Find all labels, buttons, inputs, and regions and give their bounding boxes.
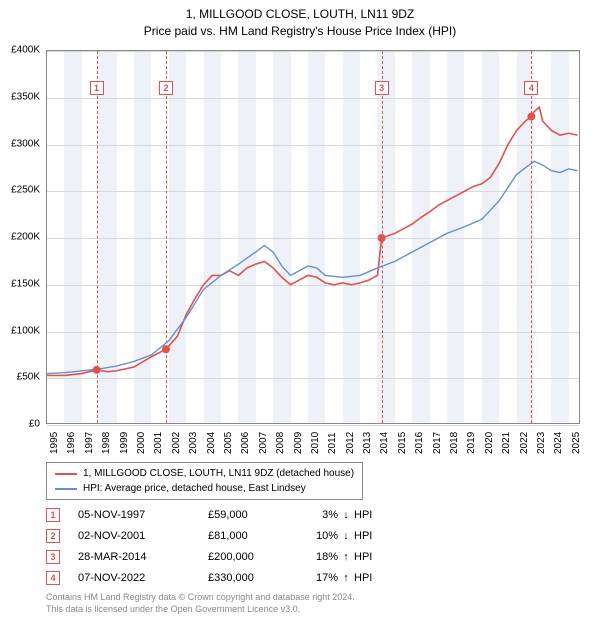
x-tick-label: 2000 bbox=[136, 432, 147, 454]
x-tick-label: 2025 bbox=[571, 432, 582, 454]
chart-plot-area: 1 2 3 4 bbox=[46, 50, 580, 424]
sales-date: 07-NOV-2022 bbox=[78, 572, 208, 584]
x-tick-label: 2011 bbox=[327, 432, 338, 454]
sales-hpi-label: HPI bbox=[354, 509, 384, 521]
y-tick-label: £250K bbox=[11, 185, 40, 196]
x-tick-label: 2014 bbox=[379, 432, 390, 454]
sales-row: 3 28-MAR-2014£200,00018%↑HPI bbox=[46, 546, 384, 567]
sales-hpi-label: HPI bbox=[354, 551, 384, 563]
x-tick-label: 2005 bbox=[223, 432, 234, 454]
sales-date: 05-NOV-1997 bbox=[78, 509, 208, 521]
sales-row: 1 05-NOV-1997£59,0003%↓HPI bbox=[46, 504, 384, 525]
legend-swatch-property bbox=[55, 473, 77, 475]
plot-svg bbox=[47, 51, 579, 423]
chart-container: 1, MILLGOOD CLOSE, LOUTH, LN11 9DZ Price… bbox=[0, 0, 600, 620]
sales-table: 105-NOV-1997£59,0003%↓HPI202-NOV-2001£81… bbox=[46, 504, 384, 588]
x-tick-label: 2013 bbox=[362, 432, 373, 454]
legend-swatch-hpi bbox=[55, 488, 77, 490]
title-block: 1, MILLGOOD CLOSE, LOUTH, LN11 9DZ Price… bbox=[0, 0, 600, 40]
event-marker: 4 bbox=[524, 81, 538, 95]
y-axis-labels: £0£50K£100K£150K£200K£250K£300K£350K£400… bbox=[0, 50, 44, 424]
event-marker: 3 bbox=[375, 81, 389, 95]
sales-id-box: 3 bbox=[46, 550, 60, 564]
event-dot bbox=[162, 345, 170, 353]
legend-row-property: 1, MILLGOOD CLOSE, LOUTH, LN11 9DZ (deta… bbox=[55, 466, 354, 481]
x-tick-label: 2001 bbox=[153, 432, 164, 454]
y-tick-label: £300K bbox=[11, 138, 40, 149]
x-tick-label: 1996 bbox=[66, 432, 77, 454]
x-tick-label: 2002 bbox=[171, 432, 182, 454]
x-tick-label: 2023 bbox=[536, 432, 547, 454]
legend: 1, MILLGOOD CLOSE, LOUTH, LN11 9DZ (deta… bbox=[46, 462, 363, 500]
sales-price: £330,000 bbox=[208, 572, 298, 584]
event-marker: 2 bbox=[159, 81, 173, 95]
event-marker: 1 bbox=[90, 81, 104, 95]
x-tick-label: 1999 bbox=[119, 432, 130, 454]
series-hpi bbox=[47, 161, 578, 373]
x-tick-label: 2016 bbox=[414, 432, 425, 454]
title-address: 1, MILLGOOD CLOSE, LOUTH, LN11 9DZ bbox=[0, 6, 600, 23]
sales-price: £200,000 bbox=[208, 551, 298, 563]
sales-row: 4 07-NOV-2022£330,00017%↑HPI bbox=[46, 567, 384, 588]
gridline bbox=[47, 425, 579, 426]
footer-line1: Contains HM Land Registry data © Crown c… bbox=[46, 592, 355, 604]
legend-row-hpi: HPI: Average price, detached house, East… bbox=[55, 481, 354, 496]
sales-pct: 3% bbox=[298, 509, 338, 521]
x-tick-label: 1998 bbox=[101, 432, 112, 454]
sales-date: 28-MAR-2014 bbox=[78, 551, 208, 563]
event-dot bbox=[93, 366, 101, 374]
footer-line2: This data is licensed under the Open Gov… bbox=[46, 604, 355, 616]
series-property bbox=[47, 107, 578, 375]
event-dot bbox=[527, 112, 535, 120]
y-tick-label: £150K bbox=[11, 278, 40, 289]
x-tick-label: 2024 bbox=[553, 432, 564, 454]
x-tick-label: 2019 bbox=[466, 432, 477, 454]
x-tick-label: 2009 bbox=[293, 432, 304, 454]
x-tick-label: 2020 bbox=[484, 432, 495, 454]
sales-arrow-icon: ↑ bbox=[338, 551, 354, 563]
y-tick-label: £0 bbox=[29, 419, 40, 430]
sales-pct: 10% bbox=[298, 530, 338, 542]
sales-price: £81,000 bbox=[208, 530, 298, 542]
title-subtitle: Price paid vs. HM Land Registry's House … bbox=[0, 23, 600, 40]
legend-label-hpi: HPI: Average price, detached house, East… bbox=[83, 481, 306, 496]
sales-price: £59,000 bbox=[208, 509, 298, 521]
x-tick-label: 1995 bbox=[49, 432, 60, 454]
x-tick-label: 1997 bbox=[84, 432, 95, 454]
sales-arrow-icon: ↑ bbox=[338, 572, 354, 584]
x-tick-label: 2008 bbox=[275, 432, 286, 454]
y-tick-label: £400K bbox=[11, 45, 40, 56]
legend-label-property: 1, MILLGOOD CLOSE, LOUTH, LN11 9DZ (deta… bbox=[83, 466, 354, 481]
y-tick-label: £100K bbox=[11, 325, 40, 336]
sales-hpi-label: HPI bbox=[354, 572, 384, 584]
sales-id-box: 1 bbox=[46, 508, 60, 522]
x-tick-label: 2010 bbox=[310, 432, 321, 454]
sales-arrow-icon: ↓ bbox=[338, 530, 354, 542]
x-tick-label: 2021 bbox=[501, 432, 512, 454]
x-tick-label: 2004 bbox=[206, 432, 217, 454]
sales-pct: 17% bbox=[298, 572, 338, 584]
x-tick-label: 2012 bbox=[345, 432, 356, 454]
sales-row: 2 02-NOV-2001£81,00010%↓HPI bbox=[46, 525, 384, 546]
y-tick-label: £200K bbox=[11, 232, 40, 243]
y-tick-label: £50K bbox=[17, 372, 40, 383]
sales-hpi-label: HPI bbox=[354, 530, 384, 542]
x-tick-label: 2015 bbox=[397, 432, 408, 454]
x-tick-label: 2003 bbox=[188, 432, 199, 454]
sales-pct: 18% bbox=[298, 551, 338, 563]
sales-date: 02-NOV-2001 bbox=[78, 530, 208, 542]
x-tick-label: 2017 bbox=[432, 432, 443, 454]
x-tick-label: 2022 bbox=[519, 432, 530, 454]
x-tick-label: 2007 bbox=[258, 432, 269, 454]
sales-id-box: 2 bbox=[46, 529, 60, 543]
y-tick-label: £350K bbox=[11, 91, 40, 102]
sales-id-box: 4 bbox=[46, 571, 60, 585]
x-tick-label: 2018 bbox=[449, 432, 460, 454]
sales-arrow-icon: ↓ bbox=[338, 509, 354, 521]
x-tick-label: 2006 bbox=[240, 432, 251, 454]
x-axis-labels: 1995 1996 1997 1998 1999 2000 2001 2002 2003 2004… bbox=[46, 428, 580, 458]
footer: Contains HM Land Registry data © Crown c… bbox=[46, 592, 355, 615]
event-dot bbox=[378, 234, 386, 242]
